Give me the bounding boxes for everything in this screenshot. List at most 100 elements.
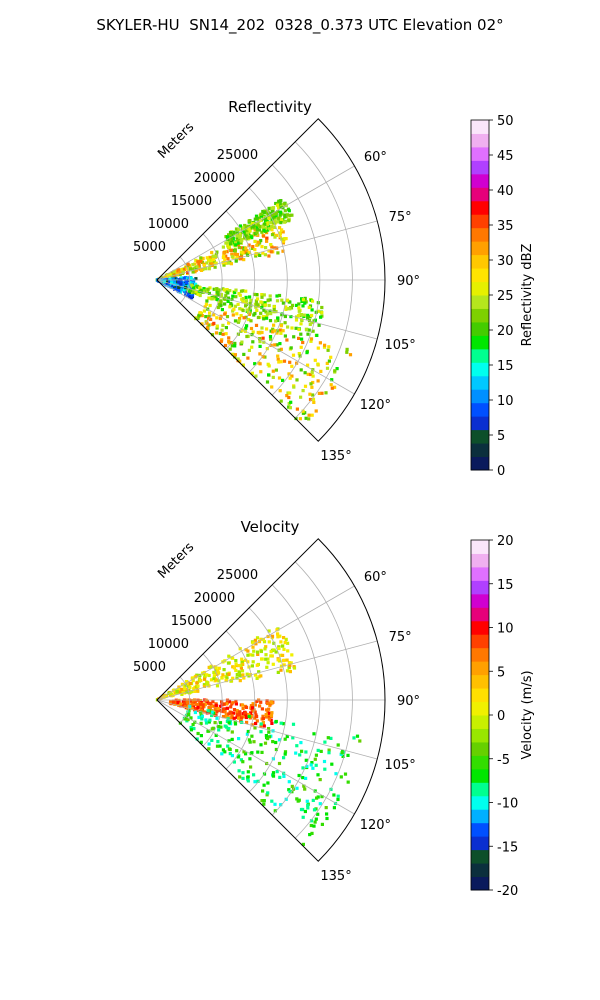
echo-cell bbox=[283, 209, 287, 213]
echo-cell bbox=[206, 287, 210, 291]
radial-tick-label: 10000 bbox=[148, 217, 189, 232]
echo-cell bbox=[210, 738, 214, 742]
echo-cell bbox=[267, 629, 271, 633]
echo-cell bbox=[173, 287, 177, 291]
echo-cell bbox=[257, 670, 261, 674]
echo-cell bbox=[238, 710, 242, 714]
echo-cell bbox=[199, 268, 204, 272]
angle-tick-label: 90° bbox=[397, 694, 420, 709]
colorbar-segment bbox=[471, 755, 489, 770]
echo-cell bbox=[238, 235, 242, 239]
echo-cell bbox=[254, 374, 258, 378]
colorbar-tick-label: 20 bbox=[497, 534, 514, 549]
echo-cell bbox=[310, 385, 314, 389]
echo-cell bbox=[262, 317, 266, 321]
colorbar-segment bbox=[471, 620, 489, 635]
echo-cell bbox=[281, 329, 285, 333]
echo-cell bbox=[215, 710, 219, 714]
echo-cell bbox=[241, 771, 245, 775]
echo-cell bbox=[314, 409, 318, 413]
echo-cell bbox=[200, 714, 204, 718]
echo-cell bbox=[276, 658, 280, 662]
echo-cell bbox=[301, 776, 305, 780]
colorbar-segment bbox=[471, 849, 489, 864]
echo-cell bbox=[237, 716, 241, 720]
echo-cell bbox=[231, 309, 235, 313]
echo-cell bbox=[238, 224, 243, 228]
echo-cell bbox=[262, 724, 266, 728]
echo-cell bbox=[238, 679, 242, 683]
colorbar-segment bbox=[471, 836, 489, 851]
echo-cell bbox=[218, 316, 222, 321]
echo-cell bbox=[290, 213, 294, 217]
echo-cell bbox=[241, 673, 245, 677]
echo-cell bbox=[238, 359, 242, 363]
polar-grid bbox=[156, 141, 385, 419]
echo-cell bbox=[260, 657, 264, 661]
echo-cell bbox=[230, 252, 234, 256]
echo-cell bbox=[233, 319, 238, 323]
echo-cell bbox=[255, 650, 260, 654]
echo-cell bbox=[239, 663, 243, 668]
echo-cell bbox=[219, 300, 223, 304]
echo-cell bbox=[276, 357, 280, 361]
echo-cell bbox=[288, 391, 292, 395]
echo-cell bbox=[255, 227, 259, 232]
echo-cell bbox=[322, 759, 327, 764]
echo-cell bbox=[166, 281, 170, 286]
echo-cell bbox=[242, 676, 246, 680]
echo-cell bbox=[188, 685, 192, 690]
echo-cell bbox=[192, 727, 196, 731]
echo-cell bbox=[253, 228, 257, 232]
polar-grid bbox=[156, 561, 385, 839]
radial-gridline bbox=[156, 165, 355, 281]
echo-cell bbox=[251, 653, 255, 657]
echo-cell bbox=[196, 292, 200, 296]
echo-cell bbox=[189, 728, 193, 732]
echo-cell bbox=[231, 711, 235, 715]
echo-cell bbox=[194, 702, 198, 706]
echo-cell bbox=[247, 235, 251, 239]
echo-cell bbox=[339, 752, 343, 756]
echo-cell bbox=[278, 214, 282, 218]
echo-cell bbox=[284, 637, 288, 641]
echo-cell bbox=[279, 640, 283, 644]
echo-cell bbox=[217, 728, 221, 732]
echo-cell bbox=[276, 318, 280, 322]
echo-cell bbox=[269, 337, 273, 341]
echo-cell bbox=[297, 309, 301, 313]
echo-cell bbox=[270, 721, 274, 725]
colorbar-segment bbox=[471, 593, 489, 608]
echo-cell bbox=[235, 749, 239, 753]
echo-cell bbox=[223, 750, 227, 754]
echo-cell bbox=[221, 261, 225, 265]
echo-cell bbox=[346, 753, 350, 757]
echo-cell bbox=[309, 337, 314, 341]
echo-cell bbox=[229, 242, 233, 246]
echo-cell bbox=[265, 380, 270, 384]
echo-cell bbox=[273, 246, 277, 250]
echo-cell bbox=[194, 674, 198, 678]
echo-cell bbox=[233, 290, 237, 295]
echo-cell bbox=[250, 246, 254, 250]
echo-cell bbox=[232, 307, 236, 311]
colorbar-tick-label: 25 bbox=[497, 289, 514, 304]
colorbar-segment bbox=[471, 540, 489, 554]
echo-cell bbox=[182, 268, 186, 272]
echo-cell bbox=[210, 710, 214, 714]
echo-cell bbox=[205, 299, 209, 303]
echo-cell bbox=[184, 281, 188, 285]
echo-cell bbox=[336, 797, 340, 802]
echo-cell bbox=[285, 307, 290, 311]
echo-cell bbox=[227, 672, 231, 676]
colorbar-segment bbox=[471, 402, 489, 417]
echo-cell bbox=[184, 680, 189, 684]
echo-cell bbox=[259, 743, 263, 747]
echo-cell bbox=[269, 243, 273, 247]
echo-cell bbox=[204, 718, 208, 722]
echo-cell bbox=[323, 767, 327, 771]
echo-cell bbox=[295, 797, 299, 801]
echo-cell bbox=[245, 249, 249, 253]
echo-cell bbox=[264, 246, 268, 250]
echo-cell bbox=[274, 747, 278, 752]
